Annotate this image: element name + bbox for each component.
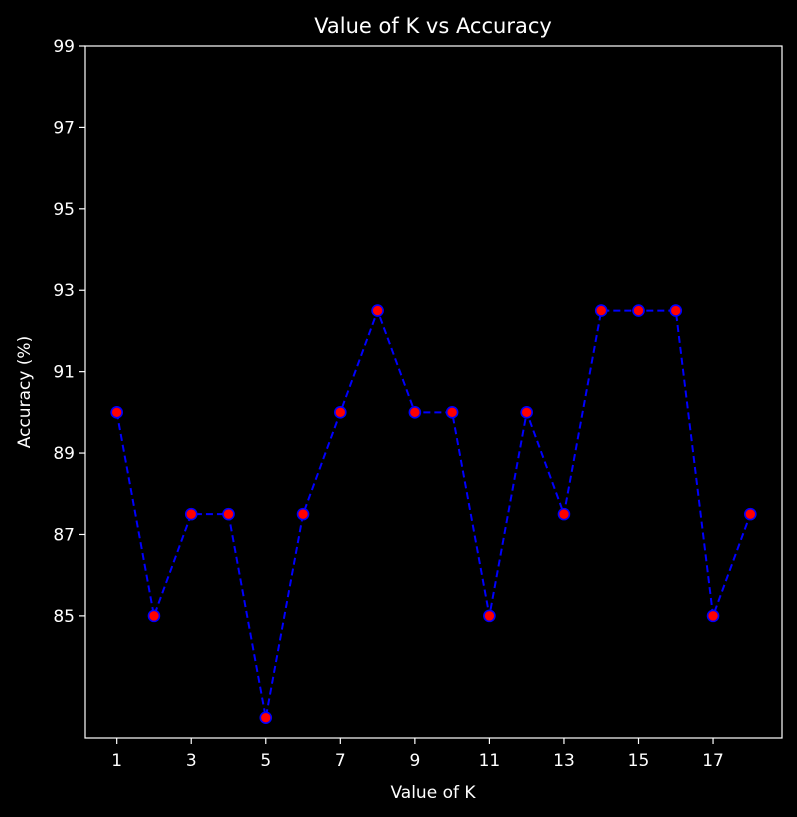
x-tick-label: 11 <box>479 751 501 771</box>
data-point <box>632 304 645 317</box>
x-tick-label: 9 <box>409 751 420 771</box>
x-tick-label: 1 <box>111 751 122 771</box>
x-axis-ticks: 1 3 5 7 9 11 13 15 17 <box>111 738 724 771</box>
data-point <box>483 609 496 623</box>
x-tick-label: 5 <box>260 751 271 771</box>
data-point <box>110 406 123 419</box>
data-point <box>259 711 273 724</box>
y-tick-label: 93 <box>53 281 75 301</box>
y-tick-label: 87 <box>53 525 75 545</box>
y-tick-label: 99 <box>53 37 75 57</box>
data-point <box>334 406 347 419</box>
x-tick-label: 3 <box>186 751 197 771</box>
x-tick-label: 15 <box>628 751 650 771</box>
data-point <box>147 609 161 623</box>
data-point <box>520 406 533 419</box>
y-axis-label: Accuracy (%) <box>15 336 35 448</box>
data-point <box>669 304 683 317</box>
data-point <box>744 507 757 521</box>
x-axis-label: Value of K <box>390 783 476 803</box>
data-point <box>445 406 459 419</box>
y-tick-label: 85 <box>53 607 75 627</box>
series-layer <box>110 304 757 724</box>
y-axis-ticks: 85 87 89 91 93 95 97 99 <box>53 37 85 627</box>
y-tick-label: 91 <box>53 363 75 383</box>
chart-title: Value of K vs Accuracy <box>314 14 552 38</box>
data-point <box>408 406 422 419</box>
data-point <box>706 609 720 623</box>
data-point <box>184 507 198 521</box>
y-tick-label: 89 <box>53 444 75 464</box>
x-tick-label: 17 <box>702 751 724 771</box>
data-point <box>594 304 608 317</box>
y-tick-label: 97 <box>53 118 75 138</box>
y-tick-label: 95 <box>53 200 75 220</box>
x-tick-label: 13 <box>553 751 575 771</box>
data-point <box>296 507 310 521</box>
axes-frame <box>84 45 783 739</box>
data-point <box>557 507 571 521</box>
x-tick-label: 7 <box>335 751 346 771</box>
data-point <box>222 507 235 521</box>
data-point <box>371 304 384 317</box>
